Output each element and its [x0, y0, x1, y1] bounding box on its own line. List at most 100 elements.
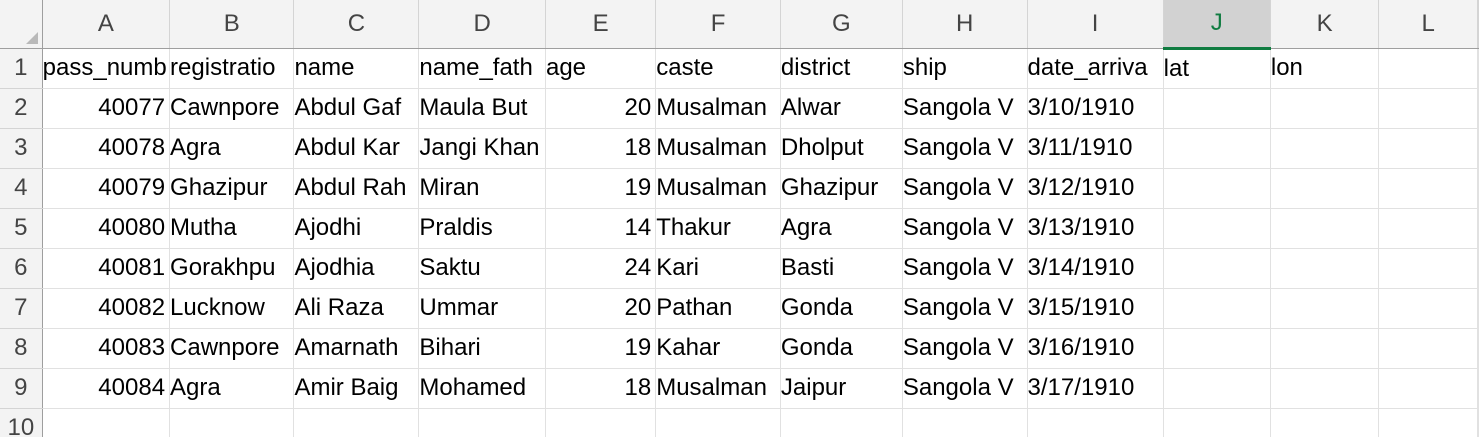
cell-h7[interactable]: Sangola V — [902, 288, 1028, 329]
cell-c5[interactable]: Ajodhi — [293, 208, 420, 249]
cell-l9[interactable] — [1378, 368, 1478, 409]
column-header-l[interactable]: L — [1378, 0, 1478, 49]
cell-a8[interactable]: 40083 — [42, 328, 171, 369]
cell-e1[interactable]: age — [545, 48, 657, 89]
cell-g3[interactable]: Dholput — [780, 128, 903, 169]
cell-c10[interactable] — [293, 408, 420, 437]
cell-k2[interactable] — [1270, 88, 1380, 129]
cell-f7[interactable]: Pathan — [655, 288, 781, 329]
cell-f9[interactable]: Musalman — [655, 368, 781, 409]
cell-b4[interactable]: Ghazipur — [169, 168, 295, 209]
cell-j4[interactable] — [1163, 168, 1271, 209]
cell-k5[interactable] — [1270, 208, 1380, 249]
cell-e2[interactable]: 20 — [545, 88, 657, 129]
cell-i10[interactable] — [1027, 408, 1164, 437]
cell-g7[interactable]: Gonda — [780, 288, 903, 329]
cell-g6[interactable]: Basti — [780, 248, 903, 289]
cell-b8[interactable]: Cawnpore — [169, 328, 295, 369]
cell-f5[interactable]: Thakur — [655, 208, 781, 249]
cell-b9[interactable]: Agra — [169, 368, 295, 409]
column-header-i[interactable]: I — [1027, 0, 1164, 49]
cell-g4[interactable]: Ghazipur — [780, 168, 903, 209]
cell-c6[interactable]: Ajodhia — [293, 248, 420, 289]
row-header-9[interactable]: 9 — [0, 368, 43, 409]
cell-j8[interactable] — [1163, 328, 1271, 369]
cell-d10[interactable] — [418, 408, 546, 437]
row-header-3[interactable]: 3 — [0, 128, 43, 169]
column-header-d[interactable]: D — [418, 0, 546, 49]
cell-f1[interactable]: caste — [655, 48, 781, 89]
cell-g1[interactable]: district — [780, 48, 903, 89]
cell-a6[interactable]: 40081 — [42, 248, 171, 289]
cell-i8[interactable]: 3/16/1910 — [1027, 328, 1164, 369]
cell-d6[interactable]: Saktu — [418, 248, 546, 289]
cell-e10[interactable] — [545, 408, 657, 437]
cell-f4[interactable]: Musalman — [655, 168, 781, 209]
cell-b7[interactable]: Lucknow — [169, 288, 295, 329]
cell-l1[interactable] — [1378, 48, 1478, 89]
cell-e4[interactable]: 19 — [545, 168, 657, 209]
column-header-c[interactable]: C — [293, 0, 420, 49]
cell-b2[interactable]: Cawnpore — [169, 88, 295, 129]
cell-g10[interactable] — [780, 408, 903, 437]
cell-b10[interactable] — [169, 408, 295, 437]
cell-e6[interactable]: 24 — [545, 248, 657, 289]
cell-k10[interactable] — [1270, 408, 1380, 437]
cell-l10[interactable] — [1378, 408, 1478, 437]
cell-f2[interactable]: Musalman — [655, 88, 781, 129]
cell-j9[interactable] — [1163, 368, 1271, 409]
cell-a1[interactable]: pass_numb — [42, 48, 171, 89]
cell-c3[interactable]: Abdul Kar — [293, 128, 420, 169]
cell-i7[interactable]: 3/15/1910 — [1027, 288, 1164, 329]
cell-h4[interactable]: Sangola V — [902, 168, 1028, 209]
cell-f3[interactable]: Musalman — [655, 128, 781, 169]
cell-c9[interactable]: Amir Baig — [293, 368, 420, 409]
cell-b3[interactable]: Agra — [169, 128, 295, 169]
cell-l3[interactable] — [1378, 128, 1478, 169]
cell-d1[interactable]: name_fath — [418, 48, 546, 89]
cell-h2[interactable]: Sangola V — [902, 88, 1028, 129]
cell-i1[interactable]: date_arriva — [1027, 48, 1164, 89]
cell-j10[interactable] — [1163, 408, 1271, 437]
cell-e3[interactable]: 18 — [545, 128, 657, 169]
cell-e8[interactable]: 19 — [545, 328, 657, 369]
cell-l7[interactable] — [1378, 288, 1478, 329]
column-header-e[interactable]: E — [545, 0, 657, 49]
cell-e9[interactable]: 18 — [545, 368, 657, 409]
cell-i9[interactable]: 3/17/1910 — [1027, 368, 1164, 409]
column-header-g[interactable]: G — [780, 0, 903, 49]
row-header-4[interactable]: 4 — [0, 168, 43, 209]
column-header-a[interactable]: A — [42, 0, 171, 49]
cell-h10[interactable] — [902, 408, 1028, 437]
cell-c8[interactable]: Amarnath — [293, 328, 420, 369]
cell-a2[interactable]: 40077 — [42, 88, 171, 129]
cell-c1[interactable]: name — [293, 48, 420, 89]
cell-j3[interactable] — [1163, 128, 1271, 169]
column-header-k[interactable]: K — [1270, 0, 1380, 49]
cell-k7[interactable] — [1270, 288, 1380, 329]
cell-h3[interactable]: Sangola V — [902, 128, 1028, 169]
cell-j7[interactable] — [1163, 288, 1271, 329]
cell-j1[interactable]: lat — [1163, 48, 1271, 89]
cell-l8[interactable] — [1378, 328, 1478, 369]
cell-e7[interactable]: 20 — [545, 288, 657, 329]
cell-b1[interactable]: registratio — [169, 48, 295, 89]
cell-h1[interactable]: ship — [902, 48, 1028, 89]
cell-d9[interactable]: Mohamed — [418, 368, 546, 409]
cell-k4[interactable] — [1270, 168, 1380, 209]
cell-g8[interactable]: Gonda — [780, 328, 903, 369]
cell-a10[interactable] — [42, 408, 171, 437]
cell-i6[interactable]: 3/14/1910 — [1027, 248, 1164, 289]
cell-l4[interactable] — [1378, 168, 1478, 209]
cell-k3[interactable] — [1270, 128, 1380, 169]
row-header-6[interactable]: 6 — [0, 248, 43, 289]
cell-h9[interactable]: Sangola V — [902, 368, 1028, 409]
cell-j2[interactable] — [1163, 88, 1271, 129]
cell-l5[interactable] — [1378, 208, 1478, 249]
cell-c2[interactable]: Abdul Gaf — [293, 88, 420, 129]
row-header-2[interactable]: 2 — [0, 88, 43, 129]
column-header-j[interactable]: J — [1163, 0, 1271, 50]
cell-j6[interactable] — [1163, 248, 1271, 289]
cell-l2[interactable] — [1378, 88, 1478, 129]
cell-k8[interactable] — [1270, 328, 1380, 369]
